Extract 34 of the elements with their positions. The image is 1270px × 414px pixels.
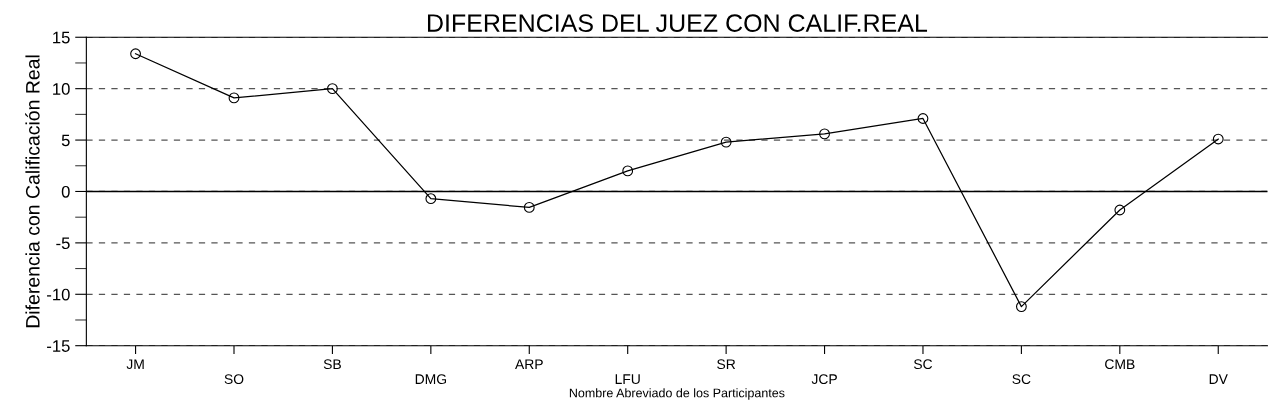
- y-tick-label: 0: [61, 185, 70, 198]
- point: [327, 83, 338, 95]
- point: [1114, 204, 1126, 216]
- point: [228, 92, 240, 104]
- y-axis-title: Diferencia con Calificación Real: [25, 55, 40, 328]
- x-tick-label: CMB: [1105, 359, 1135, 370]
- point: [720, 136, 732, 148]
- x-tick-label: SC: [913, 359, 933, 370]
- y-tick-label: 15: [53, 31, 70, 44]
- x-tick-label: LFU: [615, 374, 640, 385]
- x-tick-label: SB: [323, 359, 341, 370]
- chart-title: DIFERENCIAS DEL JUEZ CON CALIF.REAL: [427, 14, 928, 32]
- point: [523, 201, 535, 213]
- point: [917, 113, 929, 124]
- x-tick-label: DV: [1209, 374, 1228, 384]
- y-tick-label: 10: [53, 83, 70, 95]
- point: [1212, 133, 1224, 145]
- point: [130, 48, 141, 60]
- y-tick-label: -5: [56, 237, 70, 250]
- point: [1015, 301, 1027, 313]
- x-tick-label: SR: [717, 359, 736, 370]
- x-tick-label: SO: [224, 374, 244, 385]
- y-tick-label: -10: [47, 288, 70, 301]
- x-tick-label: JCP: [811, 374, 837, 385]
- x-tick-label: SC: [1012, 374, 1031, 385]
- x-axis-title: Nombre Abreviado de los Participantes: [569, 388, 785, 400]
- x-tick-label: JM: [126, 359, 144, 370]
- x-tick-label: ARP: [515, 359, 543, 369]
- point: [425, 193, 437, 205]
- y-tick-label: -15: [47, 340, 70, 352]
- x-tick-label: DMG: [415, 374, 447, 385]
- point: [819, 128, 830, 140]
- y-tick-label: 5: [61, 134, 70, 147]
- point: [622, 165, 634, 177]
